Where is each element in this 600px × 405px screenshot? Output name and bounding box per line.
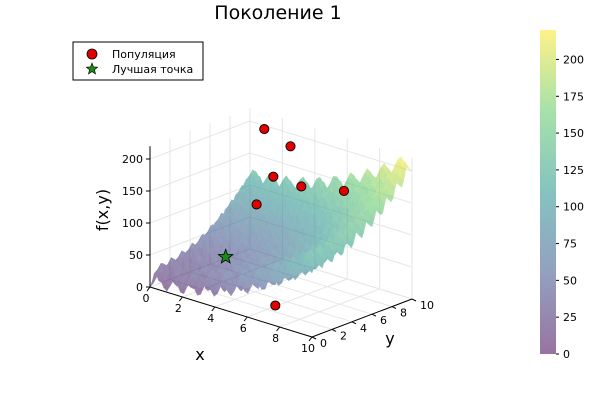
- y-axis-label: y: [385, 329, 394, 348]
- colorbar-gradient: [540, 30, 556, 354]
- colorbar-tick-label: 25: [563, 311, 577, 324]
- colorbar-tick-label: 175: [563, 90, 584, 103]
- back-wall-gridline: [250, 121, 412, 171]
- population-point: [252, 200, 261, 209]
- x-tick: [212, 307, 215, 311]
- colorbar-tick-label: 200: [563, 53, 584, 66]
- colorbar-tick-label: 50: [563, 274, 577, 287]
- x-tick-label: 10: [301, 342, 315, 355]
- x-tick: [179, 297, 182, 301]
- legend: Популяция Лучшая точка: [73, 42, 203, 80]
- y-tick: [412, 299, 416, 301]
- colorbar: 0 25 50 75 100 125 150 175 200: [540, 30, 584, 361]
- surface-layer: [150, 157, 412, 296]
- y-tick-label: 8: [400, 307, 407, 320]
- y-tick-label: 10: [420, 299, 434, 312]
- colorbar-tick-label: 125: [563, 164, 584, 177]
- side-wall-gridline: [150, 153, 250, 191]
- z-tick-label: 50: [129, 249, 143, 262]
- x-tick-label: 6: [240, 322, 247, 335]
- y-tick-label: 0: [320, 337, 327, 350]
- side-wall-gridline: [150, 121, 250, 159]
- x-tick-label: 8: [272, 332, 279, 345]
- legend-label-population: Популяция: [112, 48, 176, 61]
- y-tick: [312, 337, 316, 339]
- population-point: [286, 142, 295, 151]
- z-tick-label: 100: [122, 217, 143, 230]
- x-tick-label: 0: [143, 292, 150, 305]
- x-tick-label: 2: [175, 302, 182, 315]
- population-point: [297, 182, 306, 191]
- chart-title: Поколение 1: [214, 2, 341, 24]
- y-tick-label: 2: [340, 329, 347, 342]
- x-tick: [244, 317, 247, 321]
- y-tick: [372, 314, 376, 316]
- colorbar-tick-label: 150: [563, 127, 584, 140]
- legend-marker-population: [87, 49, 97, 59]
- y-tick: [332, 329, 336, 331]
- z-tick-label: 0: [136, 281, 143, 294]
- z-tick-label: 150: [122, 185, 143, 198]
- x-tick: [147, 287, 150, 291]
- y-tick: [392, 307, 396, 309]
- colorbar-tick-label: 75: [563, 238, 577, 251]
- colorbar-ticks: 0 25 50 75 100 125 150 175 200: [556, 53, 584, 361]
- z-tick-label: 200: [122, 153, 143, 166]
- x-tick: [309, 337, 312, 341]
- x-tick: [277, 327, 280, 331]
- population-point: [269, 172, 278, 181]
- population-point: [271, 301, 280, 310]
- x-tick-label: 4: [207, 312, 214, 325]
- y-tick-label: 4: [360, 322, 367, 335]
- y-tick-label: 6: [380, 314, 387, 327]
- y-tick: [352, 322, 356, 324]
- colorbar-tick-label: 0: [563, 348, 570, 361]
- x-axis-label: x: [195, 345, 204, 364]
- z-axis-label: f(x,y): [93, 189, 112, 231]
- colorbar-tick-label: 100: [563, 201, 584, 214]
- legend-label-best-point: Лучшая точка: [112, 63, 193, 76]
- population-point: [260, 125, 269, 134]
- population-point: [339, 186, 348, 195]
